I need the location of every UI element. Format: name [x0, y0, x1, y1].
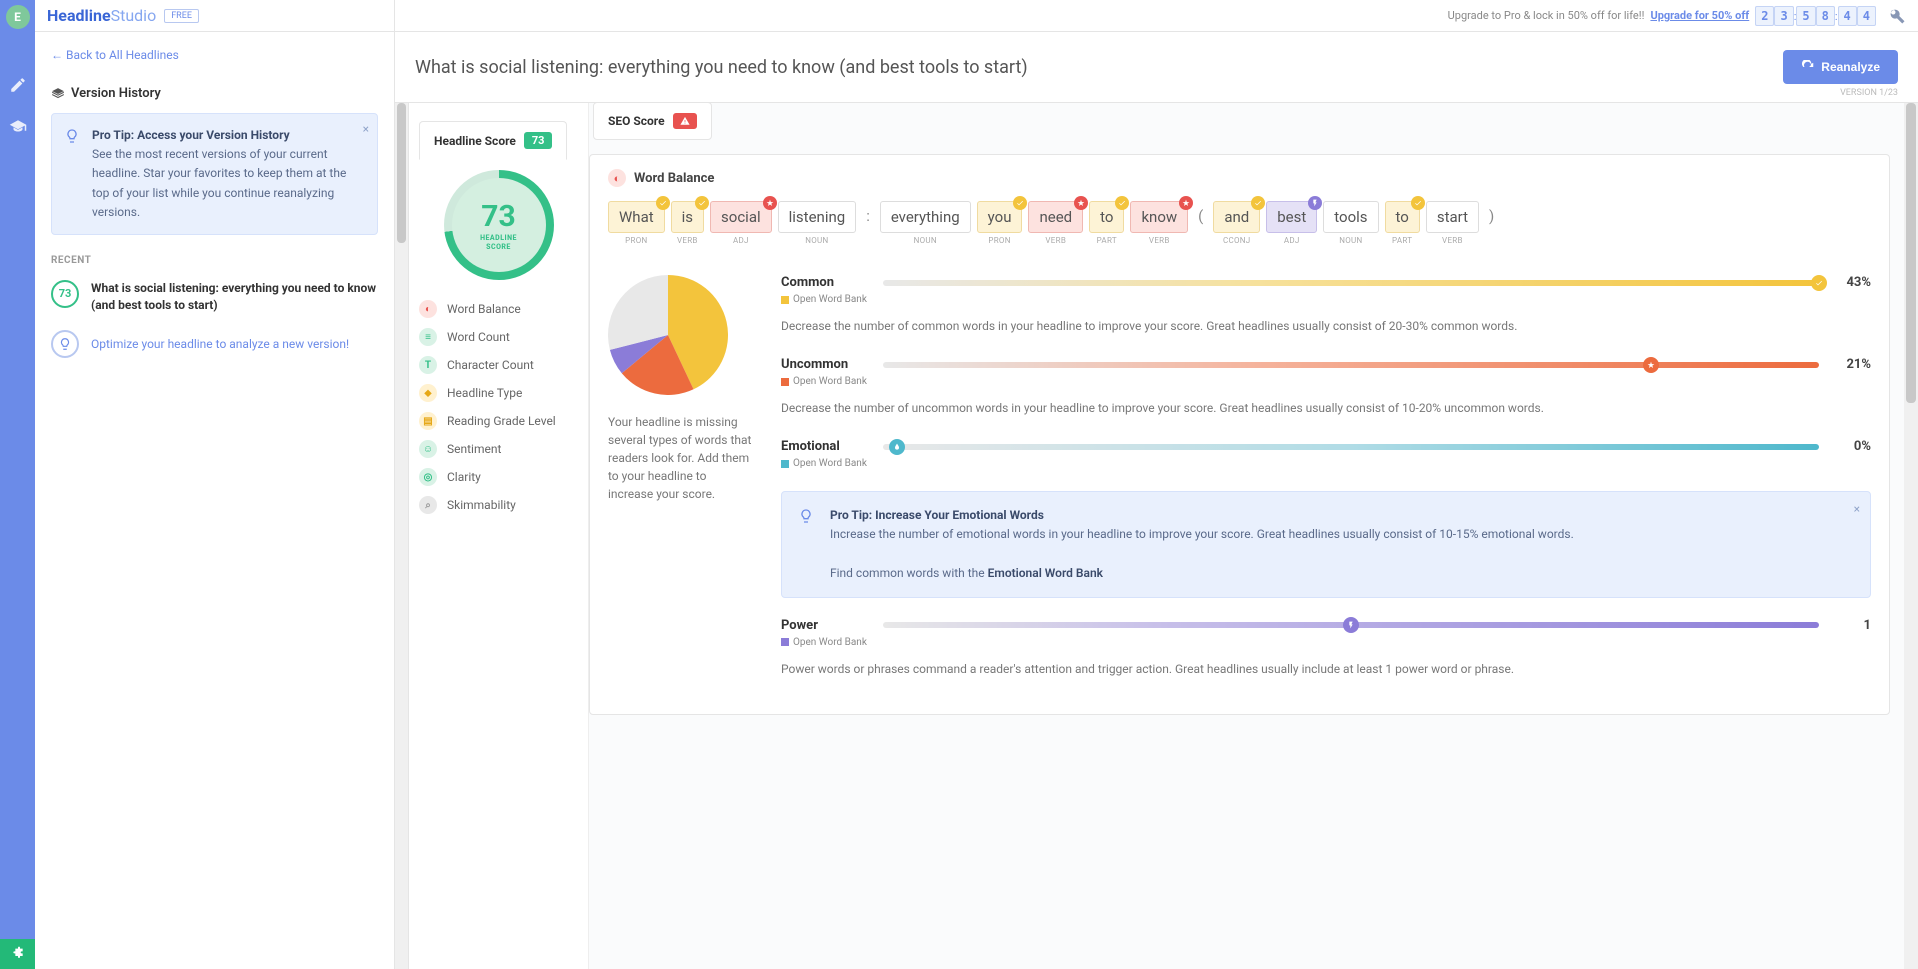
open-word-bank[interactable]: Open Word Bank	[781, 294, 1871, 305]
pie-caption: Your headline is missing several types o…	[608, 413, 753, 503]
close-icon[interactable]: ×	[363, 120, 369, 139]
metric-item[interactable]: ≡Word Count	[419, 328, 578, 346]
pie-chart	[608, 275, 728, 395]
tab-score-badge: 73	[524, 132, 553, 149]
bulb-icon	[798, 508, 814, 524]
bar-block: Emotional 0% Open Word Bank	[781, 439, 1871, 469]
tabs: Headline Score 73	[419, 121, 578, 160]
close-icon[interactable]: ×	[1854, 500, 1860, 519]
stack-icon	[51, 87, 65, 101]
punct: :	[862, 201, 874, 231]
right-scrollbar[interactable]	[1904, 103, 1918, 969]
back-link[interactable]: ← Back to All Headlines	[51, 48, 378, 62]
bar-block: Power 1 Open Word Bank Power words or ph…	[781, 618, 1871, 678]
headline-text[interactable]: What is social listening: everything you…	[415, 57, 1028, 78]
open-word-bank[interactable]: Open Word Bank	[781, 637, 1871, 648]
bar-block: Common 43% Open Word Bank Decrease the n…	[781, 275, 1871, 335]
word-chips-row: WhatPRONisVERBsocialADJlisteningNOUN:eve…	[608, 201, 1871, 251]
word-chip: needVERB	[1028, 201, 1083, 233]
punct: (	[1194, 201, 1207, 231]
recent-label: RECENT	[51, 255, 378, 266]
upgrade-link[interactable]: Upgrade for 50% off	[1650, 9, 1749, 22]
icon-rail: E	[0, 0, 35, 969]
word-balance-title: ◐ Word Balance	[608, 169, 1871, 187]
bulb-icon	[64, 128, 80, 144]
word-chip: WhatPRON	[608, 201, 665, 233]
word-chip: bestADJ	[1266, 201, 1317, 233]
logo-row: HeadlineStudio FREE	[35, 0, 394, 32]
version-tip-box: × Pro Tip: Access your Version History S…	[51, 113, 378, 235]
cap-icon[interactable]	[9, 118, 27, 136]
left-scrollbar[interactable]	[395, 103, 409, 969]
optimize-link[interactable]: Optimize your headline to analyze a new …	[91, 337, 349, 351]
open-word-bank[interactable]: Open Word Bank	[781, 376, 1871, 387]
word-chip: listeningNOUN	[778, 201, 857, 233]
score-column: Headline Score 73 73 HEADLINESCORE ◐Word…	[409, 103, 589, 969]
word-chip: youPRON	[977, 201, 1023, 233]
emotional-word-bank-link[interactable]: Emotional Word Bank	[988, 566, 1103, 580]
recent-item[interactable]: 73 What is social listening: everything …	[51, 280, 378, 314]
logo-head: Headline	[47, 6, 111, 25]
avatar[interactable]: E	[6, 5, 30, 29]
sidebar: HeadlineStudio FREE ← Back to All Headli…	[35, 0, 395, 969]
tip-title: Pro Tip: Access your Version History	[92, 128, 290, 142]
version-tag: VERSION 1/23	[1840, 88, 1898, 98]
reanalyze-button[interactable]: Reanalyze	[1783, 50, 1898, 84]
metric-item[interactable]: ◐Word Balance	[419, 300, 578, 318]
countdown-timer: 23:58:44	[1755, 9, 1876, 23]
word-chip: toolsNOUN	[1323, 201, 1378, 233]
punct: )	[1485, 201, 1498, 231]
metric-item[interactable]: ▤Reading Grade Level	[419, 412, 578, 430]
word-chip: everythingNOUN	[880, 201, 971, 233]
word-chip: andCCONJ	[1213, 201, 1260, 233]
analysis-column: SEO Score ◐ Word Balance WhatPRONisVERBs…	[589, 103, 1918, 969]
bar-block: Uncommon 21% Open Word Bank Decrease the…	[781, 357, 1871, 417]
logo-studio: Studio	[111, 6, 157, 25]
tab-seo-score[interactable]: SEO Score	[593, 103, 712, 140]
metric-item[interactable]: ◎Clarity	[419, 468, 578, 486]
bulb-icon	[58, 337, 72, 351]
word-balance-panel: ◐ Word Balance WhatPRONisVERBsocialADJli…	[589, 154, 1890, 715]
open-word-bank[interactable]: Open Word Bank	[781, 458, 1871, 469]
word-chip: socialADJ	[710, 201, 772, 233]
pie-icon: ◐	[608, 169, 626, 187]
big-score-number: 73	[481, 199, 515, 234]
warning-icon	[673, 113, 697, 129]
optimize-row: Optimize your headline to analyze a new …	[51, 330, 378, 358]
recent-score: 73	[51, 280, 79, 308]
bulb-circle	[51, 330, 79, 358]
main: Upgrade to Pro & lock in 50% off for lif…	[395, 0, 1918, 969]
recent-text: What is social listening: everything you…	[91, 280, 378, 314]
word-chip: knowVERB	[1130, 201, 1188, 233]
word-chip: toPART	[1089, 201, 1124, 233]
metric-item[interactable]: ⌕Skimmability	[419, 496, 578, 514]
metric-list: ◐Word Balance ≡Word Count TCharacter Count…	[419, 300, 578, 514]
upgrade-text: Upgrade to Pro & lock in 50% off for lif…	[1448, 9, 1645, 22]
bars-area: Common 43% Open Word Bank Decrease the n…	[781, 275, 1871, 700]
pie-area: Your headline is missing several types o…	[608, 275, 753, 700]
tip-body: See the most recent versions of your cur…	[92, 147, 346, 219]
word-chip: toPART	[1385, 201, 1420, 233]
headline-bar: What is social listening: everything you…	[395, 32, 1918, 103]
metric-item[interactable]: ☺Sentiment	[419, 440, 578, 458]
word-chip: startVERB	[1426, 201, 1479, 233]
wrench-icon[interactable]	[1888, 7, 1906, 25]
tab-headline-score[interactable]: Headline Score 73	[419, 121, 567, 160]
refresh-icon	[1801, 60, 1815, 74]
emotional-tip: × Pro Tip: Increase Your Emotional Words…	[781, 491, 1871, 598]
big-score-gauge: 73 HEADLINESCORE	[444, 170, 554, 280]
metric-item[interactable]: TCharacter Count	[419, 356, 578, 374]
free-badge: FREE	[164, 9, 199, 23]
pen-icon[interactable]	[9, 76, 27, 94]
metric-item[interactable]: ⬥Headline Type	[419, 384, 578, 402]
word-chip: isVERB	[671, 201, 704, 233]
big-score-label: HEADLINESCORE	[480, 234, 517, 251]
version-history-title: Version History	[51, 86, 378, 101]
puzzle-icon[interactable]	[0, 939, 35, 969]
top-banner: Upgrade to Pro & lock in 50% off for lif…	[395, 0, 1918, 32]
